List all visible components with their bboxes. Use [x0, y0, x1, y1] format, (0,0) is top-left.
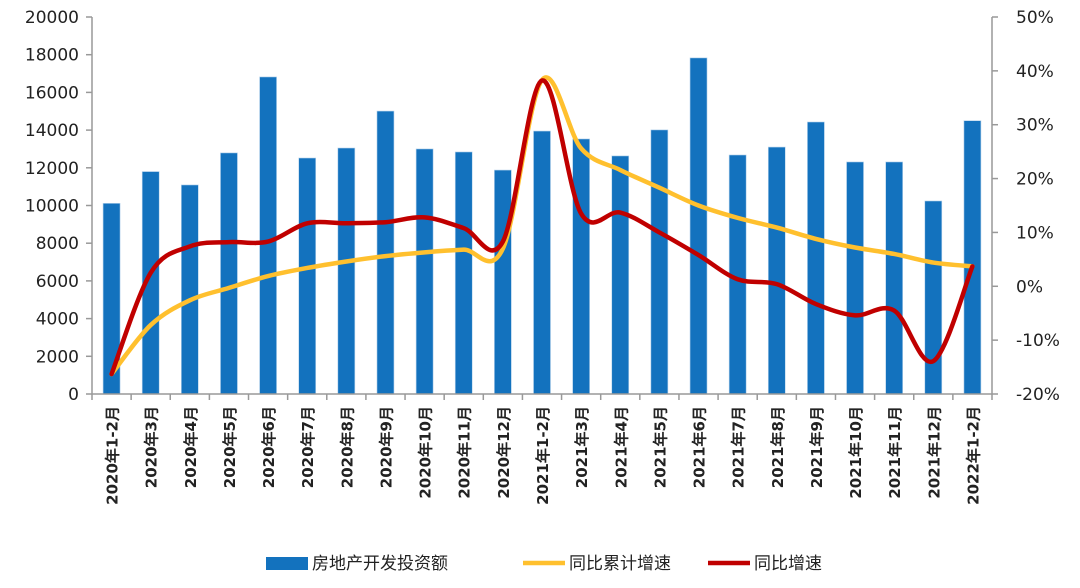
x-tick-label: 2020年1-2月: [104, 406, 122, 505]
left-tick-label: 20000: [25, 8, 79, 28]
x-tick-label: 2021年1-2月: [534, 406, 552, 505]
right-tick-label: 10%: [1016, 223, 1054, 243]
bar-10: [494, 169, 512, 395]
bar-11: [533, 130, 551, 395]
bar-15: [689, 57, 708, 395]
left-tick-label: 10000: [25, 197, 79, 217]
left-tick-label: 14000: [25, 121, 79, 141]
x-tick-label: 2021年5月: [651, 406, 669, 488]
bar-17: [767, 146, 786, 395]
x-tick-label: 2021年8月: [769, 406, 787, 488]
left-tick-label: 12000: [25, 159, 79, 179]
x-tick-label: 2020年10月: [417, 406, 435, 499]
x-tick-label: 2020年5月: [221, 406, 239, 488]
left-tick-label: 6000: [36, 272, 79, 292]
left-tick-label: 18000: [25, 46, 79, 66]
x-tick-label: 2021年3月: [573, 406, 591, 488]
bar-13: [611, 155, 630, 395]
left-tick-label: 4000: [36, 310, 79, 330]
bar-21: [924, 200, 943, 395]
bar-18: [807, 121, 825, 395]
x-tick-label: 2020年3月: [143, 406, 161, 488]
x-tick-label: 2021年11月: [886, 406, 904, 499]
legend-label-yoy: 同比增速: [754, 554, 822, 574]
bar-22: [963, 120, 982, 395]
bar-19: [846, 161, 864, 395]
right-tick-label: 30%: [1016, 116, 1054, 136]
bar-3: [220, 152, 238, 395]
x-tick-label: 2020年6月: [260, 406, 278, 488]
bar-7: [376, 110, 395, 395]
left-tick-label: 8000: [36, 234, 79, 254]
x-tick-label: 2021年7月: [730, 406, 748, 488]
bar-12: [572, 138, 590, 395]
x-tick-label: 2020年12月: [495, 406, 513, 499]
legend-label-investment: 房地产开发投资额: [312, 554, 448, 574]
right-tick-label: -20%: [1016, 385, 1060, 405]
right-tick-label: 20%: [1016, 170, 1054, 190]
x-tick-label: 2021年6月: [691, 406, 709, 488]
x-tick-label: 2020年7月: [299, 406, 317, 488]
legend-label-cumulative: 同比累计增速: [569, 554, 671, 574]
bar-2: [181, 184, 199, 395]
x-tick-label: 2020年9月: [377, 406, 395, 488]
x-tick-label: 2022年1-2月: [964, 406, 982, 505]
left-tick-label: 0: [68, 385, 79, 405]
x-tick-label: 2020年11月: [456, 406, 474, 499]
bar-14: [650, 129, 669, 395]
bar-6: [337, 147, 356, 395]
right-tick-label: 0%: [1016, 277, 1043, 297]
bar-8: [415, 148, 434, 395]
x-tick-label: 2021年10月: [847, 406, 865, 499]
right-tick-label: 50%: [1016, 8, 1054, 28]
bar-20: [885, 161, 903, 395]
line-yoy-growth: [109, 78, 975, 377]
right-tick-label: -10%: [1016, 331, 1060, 351]
x-tick-label: 2020年8月: [338, 406, 356, 488]
bar-5: [298, 157, 317, 395]
bar-4: [259, 76, 277, 395]
bar-9: [454, 151, 473, 395]
x-tick-label: 2021年9月: [808, 406, 826, 488]
legend-swatch-investment: [266, 557, 308, 570]
left-tick-label: 2000: [36, 347, 79, 367]
x-tick-label: 2020年4月: [182, 406, 200, 488]
right-tick-label: 40%: [1016, 62, 1054, 82]
x-tick-label: 2021年12月: [925, 406, 943, 499]
x-tick-label: 2021年4月: [612, 406, 630, 488]
left-tick-label: 16000: [25, 83, 79, 103]
